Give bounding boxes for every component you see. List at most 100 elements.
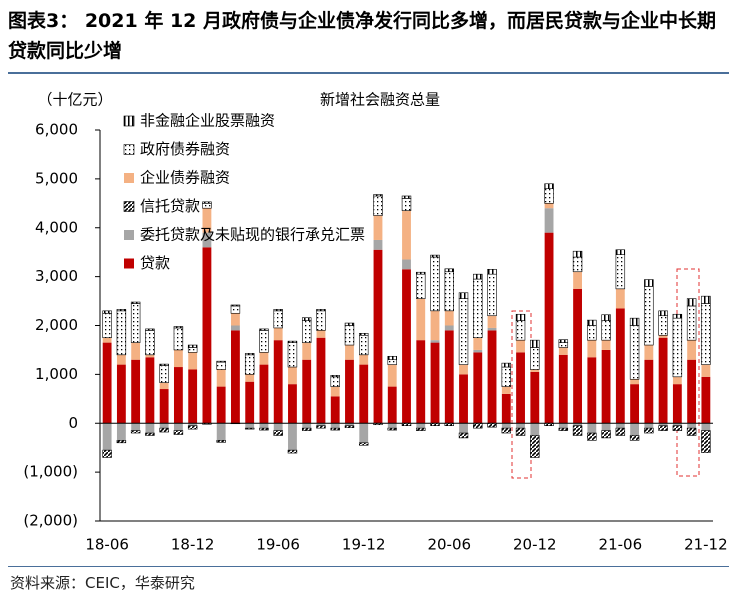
bar-segment xyxy=(558,423,568,429)
bar-segment xyxy=(615,288,625,309)
bar-segment xyxy=(416,271,426,275)
legend-label: 贷款 xyxy=(140,254,170,272)
bar-segment xyxy=(202,203,212,209)
bar-segment xyxy=(173,423,183,431)
y-tick-label: 5,000 xyxy=(35,169,78,187)
bar-segment xyxy=(430,256,440,312)
legend-label: 委托贷款及未贴现的银行承兑汇票 xyxy=(140,226,365,244)
bar-segment xyxy=(259,330,269,353)
bar-segment xyxy=(344,325,355,346)
bar-segment xyxy=(344,425,355,428)
bar-segment xyxy=(330,427,340,431)
legend-label: 企业债券融资 xyxy=(140,169,230,187)
bar-segment xyxy=(501,427,512,434)
bar-segment xyxy=(516,352,525,424)
bar-segment xyxy=(259,328,269,331)
bar-segment xyxy=(601,320,611,341)
bar-segment xyxy=(145,357,155,424)
bar-segment xyxy=(459,423,468,434)
bar-segment xyxy=(530,339,540,348)
bar-segment xyxy=(245,381,255,424)
bar-segment xyxy=(188,369,198,424)
bar-segment xyxy=(330,376,340,387)
bar-segment xyxy=(345,423,354,426)
bar-segment xyxy=(245,423,255,429)
bar-segment xyxy=(459,364,468,375)
x-tick-label: 18-06 xyxy=(85,536,129,554)
bar-segment xyxy=(487,315,497,328)
bar-segment xyxy=(687,423,697,429)
bar-segment xyxy=(316,310,326,331)
bar-segment xyxy=(373,195,383,216)
y-tick-label: (2,000) xyxy=(23,512,78,530)
bar-segment xyxy=(430,310,440,341)
bar-segment xyxy=(173,349,183,368)
bar-segment xyxy=(587,340,597,358)
bar-segment xyxy=(244,427,255,430)
bar-segment xyxy=(259,423,269,429)
bar-segment xyxy=(544,203,554,209)
bar-segment xyxy=(102,449,112,458)
bar-segment xyxy=(644,279,654,287)
bar-segment xyxy=(686,427,697,436)
bar-segment xyxy=(359,364,369,424)
bar-segment xyxy=(686,305,697,341)
bar-segment xyxy=(159,427,169,433)
bar-segment xyxy=(359,442,369,446)
bar-segment xyxy=(302,342,312,360)
bar-segment xyxy=(216,423,226,441)
bar-segment xyxy=(273,327,283,341)
bar-segment xyxy=(187,347,198,353)
bar-segment xyxy=(288,423,297,451)
bar-segment xyxy=(401,195,412,199)
bar-segment xyxy=(701,295,711,304)
bar-segment xyxy=(473,422,483,429)
bar-segment xyxy=(515,320,526,341)
bar-segment xyxy=(530,435,540,458)
bar-segment xyxy=(145,423,155,434)
bar-segment xyxy=(430,254,440,258)
legend-swatch xyxy=(124,230,134,240)
bar-segment xyxy=(573,288,582,424)
legend-swatch xyxy=(124,258,134,269)
bar-segment xyxy=(587,357,597,424)
bar-segment xyxy=(516,340,525,353)
bar-segment xyxy=(387,427,397,431)
bar-segment xyxy=(501,423,511,429)
bar-segment xyxy=(159,389,169,424)
bar-segment xyxy=(159,423,169,429)
bar-segment xyxy=(530,347,540,370)
x-tick-label: 19-12 xyxy=(342,536,386,554)
bar-segment xyxy=(644,359,654,424)
bar-segment xyxy=(287,340,298,343)
bar-segment xyxy=(644,423,654,429)
bar-segment xyxy=(173,326,184,329)
bar-segment xyxy=(416,423,426,429)
bar-segment xyxy=(558,342,569,348)
bar-segment xyxy=(359,333,369,336)
bar-segment xyxy=(515,313,526,321)
bar-segment xyxy=(629,317,640,326)
chart: （十亿元） 新增社会融资总量 (2,000) (1,000) 0 1,000 2,000… xyxy=(23,91,727,554)
bar-segment xyxy=(245,374,255,382)
bar-segment xyxy=(701,303,711,365)
bar-segment xyxy=(188,423,198,426)
x-tick-label: 19-06 xyxy=(256,536,300,554)
bar-segment xyxy=(587,325,597,341)
legend-label: 非金融企业股票融资 xyxy=(140,112,275,130)
bar-segment xyxy=(145,432,155,436)
bar-segment xyxy=(672,317,683,378)
bar-segment xyxy=(615,308,625,424)
bar-segment xyxy=(273,310,283,329)
bar-segment xyxy=(330,375,340,378)
bar-segment xyxy=(487,330,497,424)
bar-segment xyxy=(373,194,383,197)
bar-segment xyxy=(359,423,369,443)
chart-title: 新增社会融资总量 xyxy=(320,91,440,109)
bar-segment xyxy=(501,366,512,387)
bar-segment xyxy=(587,423,597,434)
bar-segment xyxy=(387,423,397,429)
bar-segment xyxy=(615,423,625,429)
bar-segment xyxy=(416,427,426,431)
bar-segment xyxy=(644,427,654,434)
